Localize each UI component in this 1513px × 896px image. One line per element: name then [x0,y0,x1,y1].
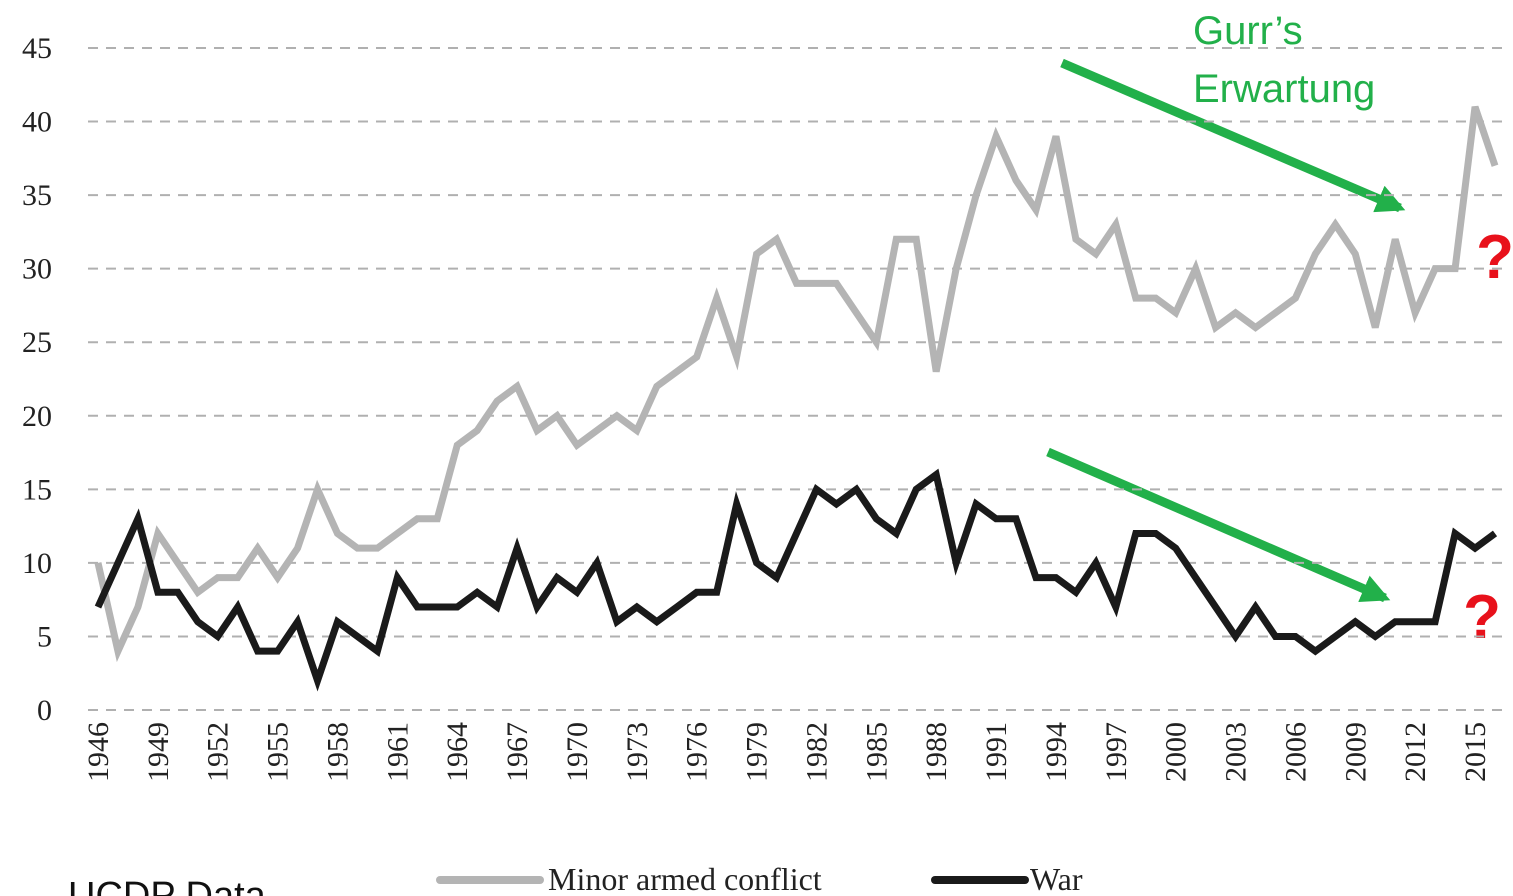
x-tick-label: 1994 [1040,722,1073,782]
x-tick-label: 1958 [321,722,354,782]
x-tick-label: 1946 [82,722,115,782]
series-line [94,468,1498,692]
y-tick-label: 10 [22,547,52,580]
x-tick-label: 1952 [202,722,235,782]
y-tick-label: 45 [22,32,52,65]
x-tick-label: 1985 [860,722,893,782]
series-line [94,105,1499,663]
legend-label: War [1030,861,1083,896]
x-tick-label: 1991 [980,722,1013,782]
x-tick-label: 1949 [142,722,175,782]
y-tick-label: 5 [37,620,52,653]
x-tick-label: 1973 [621,722,654,782]
x-tick-label: 1961 [381,722,414,782]
y-tick-label: 35 [22,179,52,212]
x-tick-label: 2006 [1279,722,1312,782]
x-tick-label: 1982 [800,722,833,782]
x-tick-label: 2003 [1220,722,1253,782]
legend-label: Minor armed conflict [548,861,822,896]
x-tick-label: 1964 [441,722,474,782]
x-tick-label: 2015 [1459,722,1492,782]
annotation: UCDP Data [68,875,267,896]
annotation: Gurr’s [1193,9,1303,53]
y-tick-label: 20 [22,400,52,433]
x-tick-label: 1997 [1100,722,1133,782]
x-tick-label: 1955 [262,722,295,782]
x-tick-label: 1970 [561,722,594,782]
y-tick-label: 15 [22,473,52,506]
y-tick-label: 40 [22,106,52,139]
y-tick-label: 30 [22,253,52,286]
trend-arrow [1046,447,1391,603]
y-tick-label: 25 [22,326,52,359]
trend-arrow [1060,58,1406,213]
x-tick-label: 2012 [1399,722,1432,782]
x-tick-label: 1988 [920,722,953,782]
annotation: ? [1476,223,1513,292]
x-tick-label: 2009 [1339,722,1372,782]
x-tick-label: 1976 [681,722,714,782]
annotation: Erwartung [1193,67,1375,111]
x-tick-label: 2000 [1160,722,1193,782]
x-tick-label: 1979 [741,722,774,782]
x-tick-label: 1967 [501,722,534,782]
y-tick-label: 0 [37,694,52,727]
annotation: ? [1463,583,1501,652]
